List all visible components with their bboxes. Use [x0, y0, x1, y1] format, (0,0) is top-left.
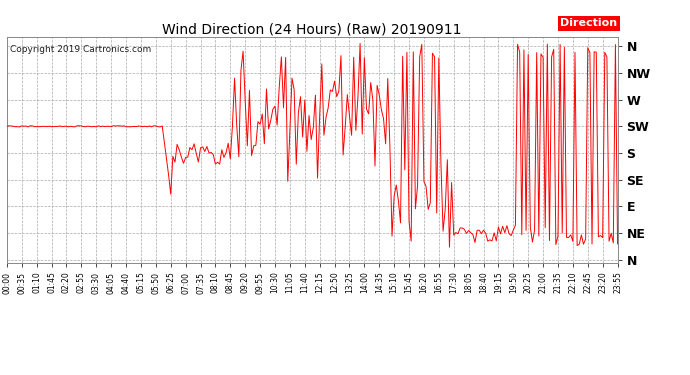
Text: Direction: Direction — [560, 18, 618, 28]
Title: Wind Direction (24 Hours) (Raw) 20190911: Wind Direction (24 Hours) (Raw) 20190911 — [162, 22, 462, 36]
Text: Copyright 2019 Cartronics.com: Copyright 2019 Cartronics.com — [10, 45, 152, 54]
